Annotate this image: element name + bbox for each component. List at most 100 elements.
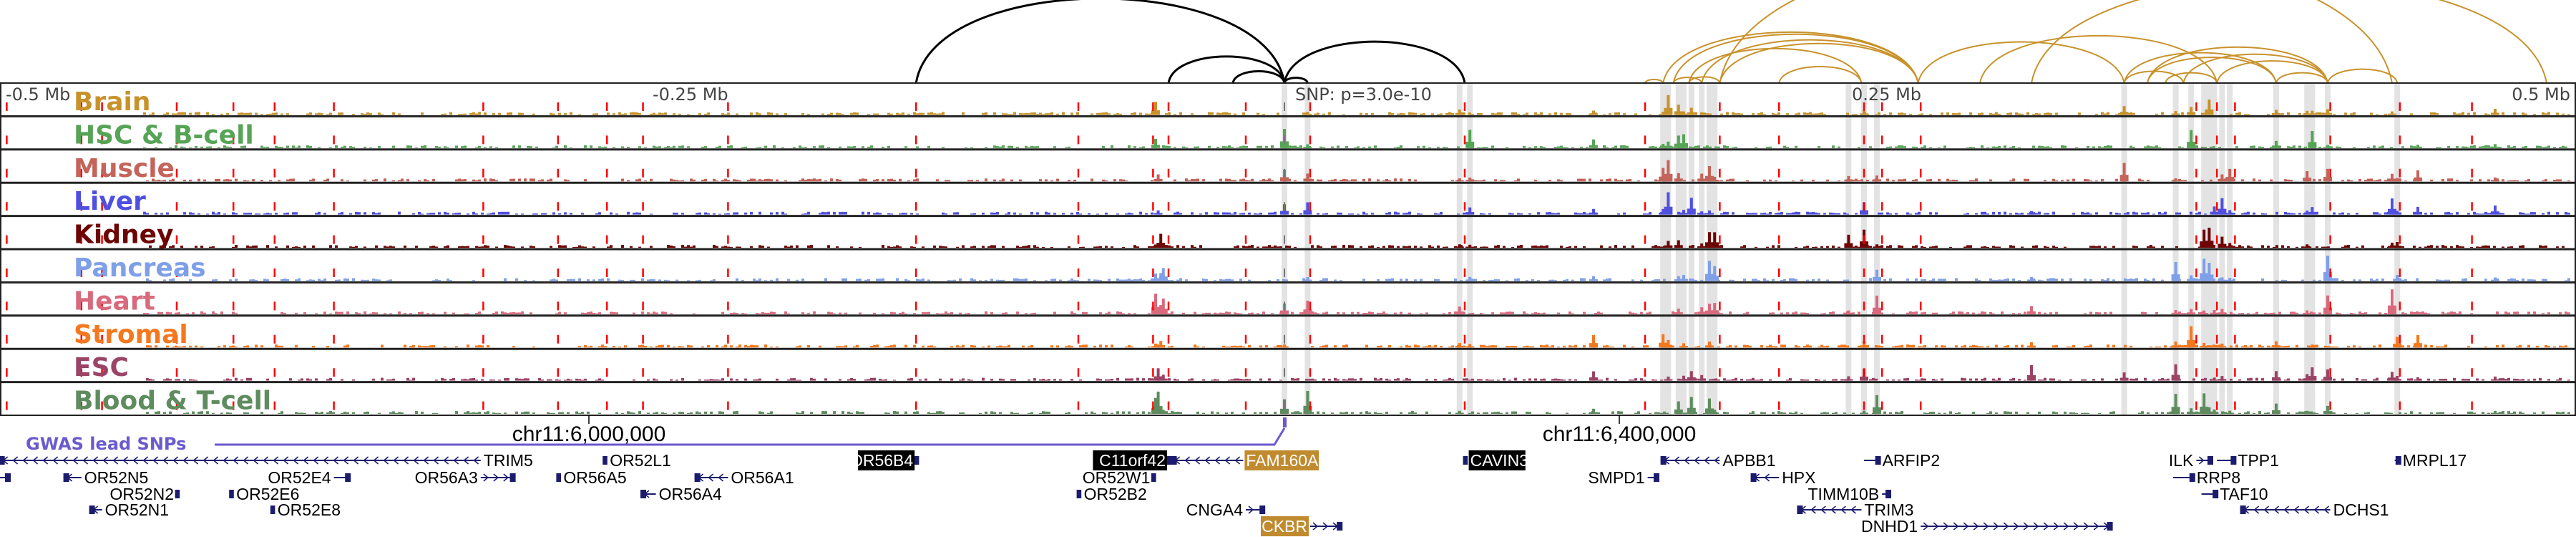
signal-bin <box>1351 412 1354 414</box>
gene-taf10[interactable]: TAF10 <box>2201 485 2268 503</box>
signal-bin <box>398 311 401 314</box>
signal-bin <box>1508 379 1511 381</box>
signal-bin <box>893 379 896 381</box>
gene-label: HPX <box>1782 468 1815 487</box>
signal-bin <box>1228 212 1231 215</box>
signal-bin <box>315 378 318 381</box>
signal-bin <box>761 246 764 248</box>
signal-bin <box>2502 213 2504 215</box>
gene-or52n1[interactable]: OR52N1 <box>89 500 169 519</box>
gene-ilk[interactable]: ILK <box>2169 451 2213 470</box>
signal-bin <box>2565 280 2567 281</box>
gene-trim3[interactable]: TRIM3 <box>1797 500 1913 519</box>
signal-bin <box>827 113 830 115</box>
gene-or56a5[interactable]: OR56A5 <box>556 468 627 487</box>
signal-bin <box>2527 213 2530 215</box>
signal-bin <box>953 279 956 281</box>
signal-bin <box>707 379 710 381</box>
signal-bin <box>335 145 338 148</box>
signal-bin <box>2502 246 2504 248</box>
gene-smpd1[interactable]: SMPD1 <box>1588 468 1659 487</box>
signal-bin <box>1050 345 1053 348</box>
signal-bin <box>183 112 186 115</box>
signal-bin <box>2152 146 2155 148</box>
signal-bin <box>1437 146 1440 148</box>
signal-bin <box>1483 147 1485 148</box>
gene-or56a3[interactable]: OR56A3 <box>415 468 516 487</box>
signal-bin <box>550 112 552 115</box>
gene-label-highlight <box>1261 516 1309 536</box>
signal-bin <box>1322 378 1325 381</box>
signal-bin <box>2178 212 2181 215</box>
signal-bin <box>862 178 864 182</box>
gene-or52e4[interactable]: OR52E4 <box>268 468 351 487</box>
signal-bin <box>1397 113 1400 115</box>
gene-dnhd1[interactable]: DNHD1 <box>1861 517 2113 536</box>
gene-or52e8[interactable]: OR52E8 <box>270 500 341 519</box>
gene-trim5[interactable]: TRIM5 <box>0 451 533 470</box>
gene-cnga4[interactable]: CNGA4 <box>1186 500 1266 519</box>
signal-bin <box>684 246 687 248</box>
signal-bin <box>1354 147 1357 148</box>
gene-fam160a2[interactable]: FAM160A2 <box>1171 450 1328 470</box>
strand-chevron-icon <box>293 456 299 465</box>
signal-bin <box>1019 246 1022 248</box>
gene-cavin3[interactable]: CAVIN3 <box>1463 450 1528 470</box>
signal-bin <box>2533 378 2536 381</box>
gene-tpp1[interactable]: TPP1 <box>2217 451 2279 470</box>
gene-unnamed[interactable] <box>0 473 11 482</box>
signal-bin <box>2370 178 2373 182</box>
signal-bin <box>2545 344 2547 348</box>
gene-or56a1[interactable]: OR56A1 <box>694 468 794 487</box>
signal-bin <box>1852 114 1855 115</box>
signal-bin <box>1085 344 1088 348</box>
signal-bin <box>581 412 584 414</box>
signal-bin <box>1388 344 1391 348</box>
signal-bin <box>1082 311 1085 314</box>
signal-bin <box>2527 279 2530 281</box>
signal-bin <box>1122 179 1125 182</box>
signal-bin <box>2281 245 2284 248</box>
signal-peak-base <box>1687 407 1696 414</box>
gene-or52n2[interactable]: OR52N2 <box>110 485 180 503</box>
signal-bin <box>467 379 469 381</box>
signal-bin <box>2098 146 2101 148</box>
gwas-snp-marker[interactable] <box>1283 417 1287 427</box>
gene-mrpl17[interactable]: MRPL17 <box>2394 451 2467 470</box>
signal-bin <box>458 114 461 115</box>
gene-timm10b[interactable]: TIMM10B <box>1808 485 1891 503</box>
signal-bin <box>1362 147 1365 148</box>
gene-or56b4[interactable]: OR56B4 <box>850 450 919 470</box>
gene-or52w1[interactable]: OR52W1 <box>1083 468 1156 487</box>
signal-bin <box>426 313 429 314</box>
signal-bin <box>962 412 965 414</box>
gene-or52b2[interactable]: OR52B2 <box>1076 485 1147 503</box>
gene-or56a4[interactable]: OR56A4 <box>640 485 722 503</box>
signal-bin <box>2327 346 2330 348</box>
gene-c11orf42[interactable]: C11orf42 <box>1093 450 1172 470</box>
gene-apbb1[interactable]: APBB1 <box>1660 451 1776 470</box>
signal-bin <box>1268 378 1271 381</box>
gene-or52l1[interactable]: OR52L1 <box>602 451 671 470</box>
signal-bin <box>1835 412 1838 414</box>
gene-or52n5[interactable]: OR52N5 <box>63 468 149 487</box>
signal-bin <box>1786 379 1789 381</box>
signal-bin <box>1431 113 1434 115</box>
signal-bin <box>2467 346 2470 348</box>
signal-bin <box>704 113 707 115</box>
signal-bin <box>1119 179 1122 182</box>
signal-bin <box>1471 113 1474 115</box>
gene-rrp8[interactable]: RRP8 <box>2173 468 2240 487</box>
gene-arfip2[interactable]: ARFIP2 <box>1864 451 1940 470</box>
signal-bin <box>478 145 481 148</box>
gene-hpx[interactable]: HPX <box>1750 468 1816 487</box>
gene-cckbr[interactable]: CCKBR <box>1249 516 1343 536</box>
gene-dchs1[interactable]: DCHS1 <box>2240 500 2389 519</box>
signal-bin <box>1039 379 1042 381</box>
signal-bin <box>143 112 146 115</box>
signal-bin <box>1963 344 1966 348</box>
signal-bin <box>1394 379 1397 381</box>
signal-bin <box>2358 279 2361 281</box>
gene-or52e6[interactable]: OR52E6 <box>229 485 299 503</box>
signal-bin <box>424 346 426 348</box>
